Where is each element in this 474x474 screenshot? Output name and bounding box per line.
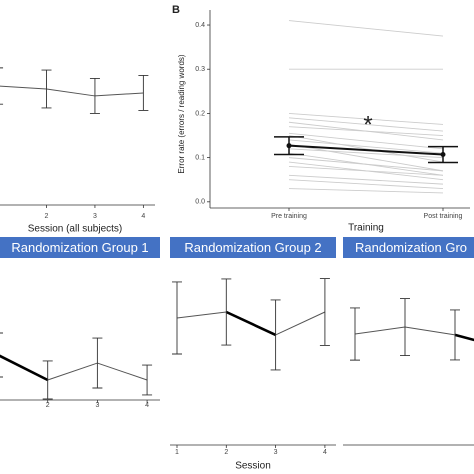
line-segment xyxy=(454,333,474,342)
group-title: Randomization Group 1 xyxy=(11,240,148,255)
line-segment xyxy=(97,362,148,381)
individual-line xyxy=(288,166,444,176)
individual-line xyxy=(288,126,444,136)
line-segment xyxy=(94,92,144,97)
mean-line xyxy=(288,144,444,156)
error-bar xyxy=(350,307,360,361)
chart-panel: 2 3 4 Session (all subjects) xyxy=(0,67,155,235)
line-segment xyxy=(176,311,227,319)
error-bar xyxy=(319,278,330,346)
y-tick-label: 0.2 xyxy=(195,110,205,117)
line-segment xyxy=(354,326,406,335)
individual-line xyxy=(288,112,444,125)
x-axis-label: Session xyxy=(235,461,271,472)
individual-line xyxy=(288,188,444,194)
x-tick-label: 3 xyxy=(93,213,97,220)
line-segment xyxy=(404,326,456,336)
line-segment xyxy=(47,362,98,381)
line-segment xyxy=(46,88,96,97)
error-bar xyxy=(89,77,100,114)
individual-line xyxy=(288,132,444,150)
individual-line xyxy=(288,135,444,163)
y-tick-label: 0.4 xyxy=(195,22,205,29)
chart-panel: Randomization Gro xyxy=(343,237,474,446)
plot-area xyxy=(0,67,149,114)
y-tick-label: 0.1 xyxy=(195,154,205,161)
x-axis-label: Training xyxy=(348,223,384,234)
x-tick-label: Post training xyxy=(424,213,463,220)
individual-line xyxy=(288,148,444,159)
error-bar xyxy=(270,299,281,371)
x-tick-label: 3 xyxy=(95,402,99,409)
error-bar xyxy=(221,278,232,346)
chart-panel: Randomization Group 1 2 3 4 xyxy=(0,237,160,409)
x-tick-label: 3 xyxy=(274,449,278,456)
error-bar xyxy=(0,67,4,105)
y-tick-label: 0.0 xyxy=(195,199,205,206)
x-tick-label: 4 xyxy=(145,402,149,409)
individual-line xyxy=(288,157,444,172)
y-tick-label: 0.3 xyxy=(195,66,205,73)
group-title: Randomization Group 2 xyxy=(184,240,321,255)
chart-panel: B 0.0 0.1 0.2 0.3 0.4 Pre training Post trainin… xyxy=(172,4,470,234)
x-axis-label: Session (all subjects) xyxy=(28,224,122,235)
error-bar xyxy=(41,69,52,109)
line-segment xyxy=(225,310,277,337)
error-bar xyxy=(42,360,53,400)
x-tick-label: 1 xyxy=(175,449,179,456)
individual-line xyxy=(288,20,444,37)
x-tick-label: 2 xyxy=(46,402,50,409)
group-title: Randomization Gro xyxy=(355,240,467,255)
chart-panel: Randomization Group 2 1 2 3 4 Session xyxy=(170,237,336,472)
panel-label: B xyxy=(172,4,180,16)
y-axis-label: Error rate (errors / reading words) xyxy=(177,54,186,173)
annotation: * xyxy=(363,111,372,138)
line-segment xyxy=(0,354,49,382)
mean-point xyxy=(440,152,446,158)
individual-line xyxy=(288,174,444,185)
error-bar xyxy=(92,337,103,389)
plot-area xyxy=(0,332,153,400)
individual-line xyxy=(288,143,444,172)
error-bar xyxy=(400,298,410,357)
x-tick-label: 4 xyxy=(141,213,145,220)
plot-area xyxy=(172,278,330,371)
x-tick-label: 2 xyxy=(45,213,49,220)
error-bar xyxy=(138,75,149,111)
individual-line xyxy=(288,139,444,154)
x-tick-label: 4 xyxy=(323,449,327,456)
group-header xyxy=(343,237,474,258)
mean-point xyxy=(286,143,292,149)
group-header xyxy=(170,237,336,258)
x-tick-label: 2 xyxy=(224,449,228,456)
error-bar xyxy=(142,364,153,396)
individual-line xyxy=(288,179,444,190)
x-tick-label: Pre training xyxy=(271,213,307,220)
group-header xyxy=(0,237,160,258)
error-bar xyxy=(0,332,4,378)
line-segment xyxy=(275,311,326,336)
error-bar xyxy=(450,309,460,361)
error-bar xyxy=(172,281,183,355)
plot-area xyxy=(350,298,474,361)
individual-line xyxy=(288,117,444,132)
line-segment xyxy=(0,85,47,90)
